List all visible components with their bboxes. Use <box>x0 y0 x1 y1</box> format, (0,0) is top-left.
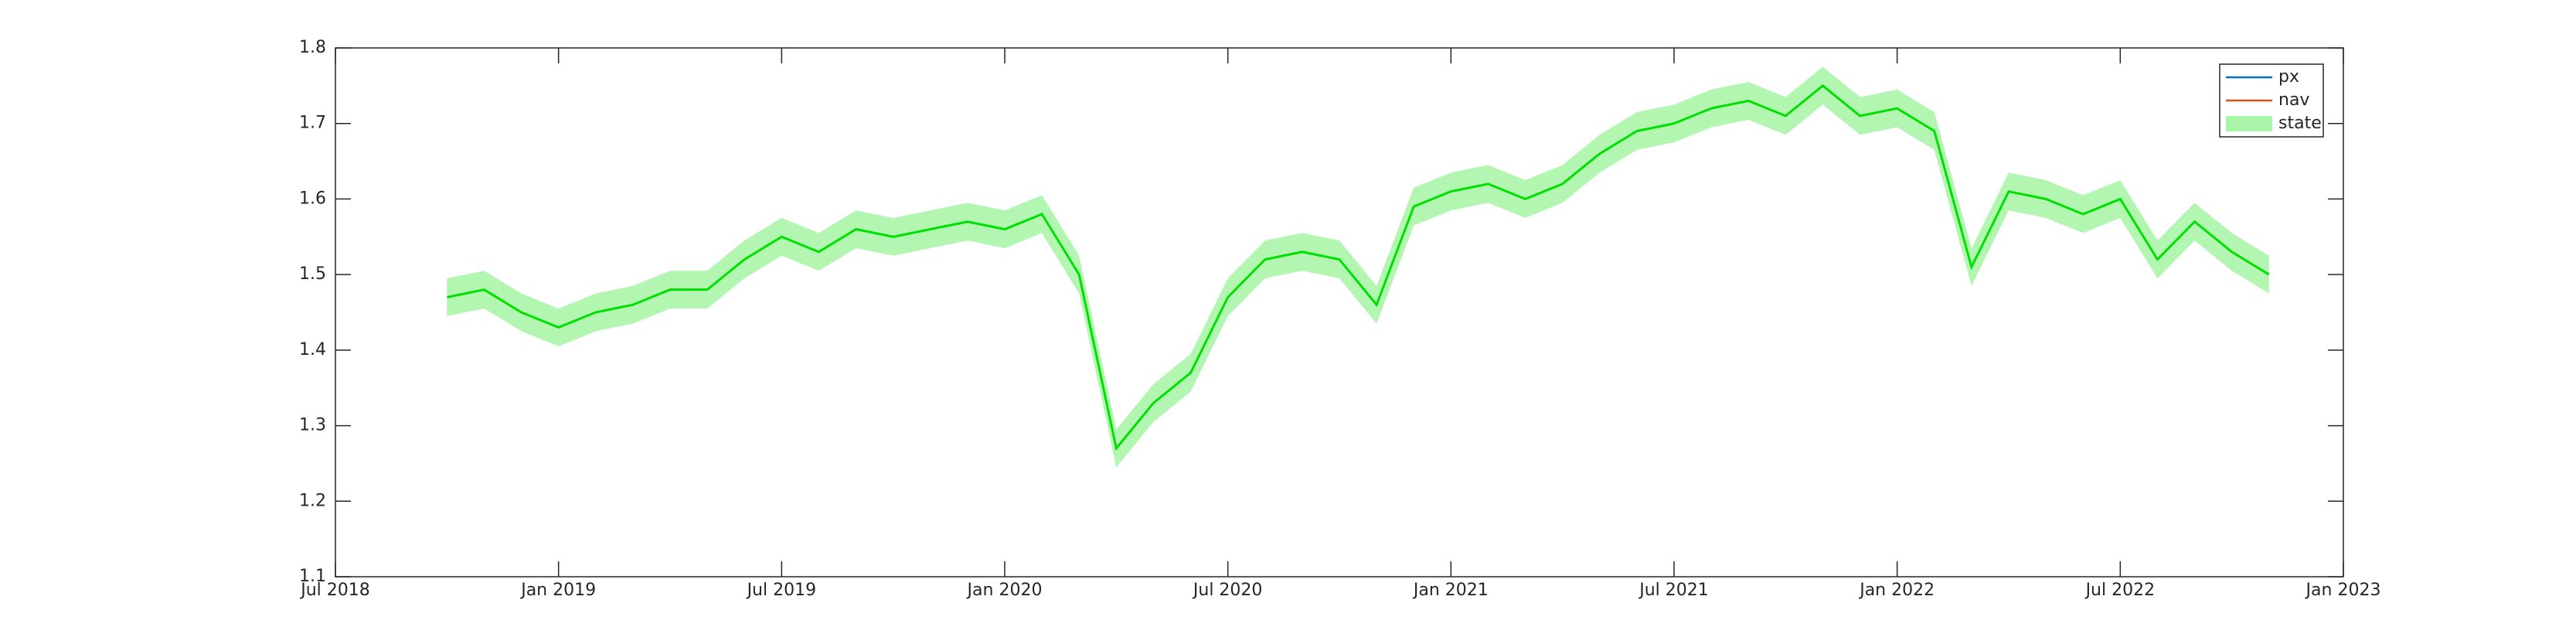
y-tick-label: 1.2 <box>299 491 326 510</box>
y-tick-label: 1.5 <box>299 264 326 284</box>
legend-label: nav <box>2278 90 2309 110</box>
y-tick-label: 1.3 <box>299 416 326 435</box>
state-band <box>447 66 2269 468</box>
x-tick-label: Jan 2022 <box>1858 581 1935 600</box>
x-tick-label: Jan 2020 <box>966 581 1043 600</box>
legend-label: state <box>2278 114 2322 133</box>
y-tick-label: 1.1 <box>299 567 326 586</box>
state-line <box>447 83 2270 451</box>
x-tick-label: Jul 2018 <box>299 581 370 600</box>
x-tick-label: Jul 2022 <box>2084 581 2156 600</box>
y-tick-label: 1.7 <box>299 114 326 133</box>
legend: px nav state <box>2219 63 2324 138</box>
y-tick-label: 1.8 <box>299 38 326 57</box>
y-tick-label: 1.6 <box>299 189 326 208</box>
legend-swatch <box>2226 116 2272 131</box>
legend-label: px <box>2278 67 2299 87</box>
x-tick-label: Jan 2019 <box>519 581 596 600</box>
x-tick-label: Jan 2023 <box>2305 581 2381 600</box>
x-tick-label: Jan 2021 <box>1412 581 1489 600</box>
x-tick-label: Jul 2021 <box>1638 581 1709 600</box>
y-tick-label: 1.4 <box>299 340 326 359</box>
x-tick-label: Jul 2020 <box>1192 581 1263 600</box>
axes-box <box>335 47 2344 578</box>
x-tick-label: Jul 2019 <box>746 581 817 600</box>
